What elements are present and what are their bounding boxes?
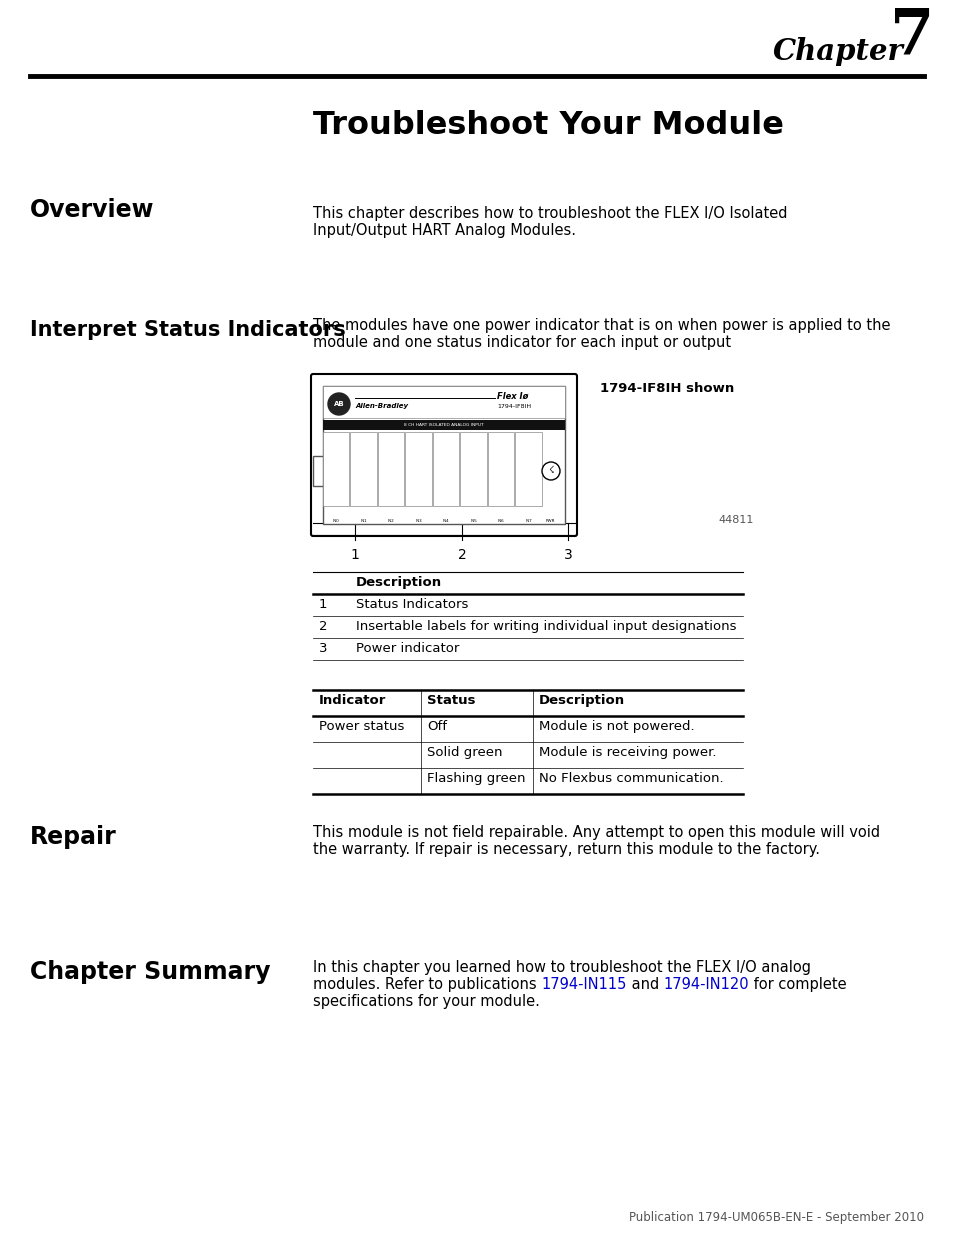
Text: Power indicator: Power indicator	[355, 642, 459, 655]
Text: 1: 1	[350, 548, 359, 562]
Text: Flashing green: Flashing green	[427, 772, 525, 785]
FancyBboxPatch shape	[311, 374, 577, 536]
Text: IN4: IN4	[442, 519, 449, 522]
Bar	[460, 432, 486, 506]
Text: AB: AB	[334, 401, 344, 408]
Text: the warranty. If repair is necessary, return this module to the factory.: the warranty. If repair is necessary, re…	[313, 842, 820, 857]
Text: Status Indicators: Status Indicators	[355, 598, 468, 611]
Text: The modules have one power indicator that is on when power is applied to the: The modules have one power indicator tha…	[313, 317, 889, 333]
Text: 2: 2	[318, 620, 327, 634]
Circle shape	[541, 462, 559, 480]
Text: module and one status indicator for each input or output: module and one status indicator for each…	[313, 335, 730, 350]
Bar	[323, 420, 564, 430]
Bar	[515, 432, 541, 506]
Circle shape	[328, 393, 350, 415]
Text: PWR: PWR	[545, 519, 555, 522]
Text: Indicator: Indicator	[318, 694, 386, 706]
Text: Description: Description	[538, 694, 624, 706]
Text: Interpret Status Indicators: Interpret Status Indicators	[30, 320, 345, 340]
Text: Solid green: Solid green	[427, 746, 502, 760]
Text: IN7: IN7	[525, 519, 532, 522]
Text: 1794-IF8IH shown: 1794-IF8IH shown	[599, 382, 734, 395]
Text: 8 CH HART ISOLATED ANALOG INPUT: 8 CH HART ISOLATED ANALOG INPUT	[404, 424, 483, 427]
Text: Input/Output HART Analog Modules.: Input/Output HART Analog Modules.	[313, 224, 576, 238]
Bar	[377, 432, 404, 506]
Text: and: and	[626, 977, 662, 992]
Text: IN3: IN3	[415, 519, 421, 522]
Text: 1: 1	[318, 598, 327, 611]
Text: 44811: 44811	[718, 515, 753, 525]
Text: Power status: Power status	[318, 720, 404, 734]
Bar	[323, 387, 564, 524]
Text: Off: Off	[427, 720, 447, 734]
Text: ☇: ☇	[548, 466, 554, 475]
Text: Chapter: Chapter	[772, 37, 902, 65]
Text: Overview: Overview	[30, 198, 154, 222]
Text: IN0: IN0	[333, 519, 339, 522]
Text: for complete: for complete	[748, 977, 846, 992]
Bar	[405, 432, 432, 506]
Bar	[350, 432, 376, 506]
Text: IN5: IN5	[470, 519, 476, 522]
Bar	[433, 432, 459, 506]
Text: specifications for your module.: specifications for your module.	[313, 994, 539, 1009]
Text: Allen-Bradley: Allen-Bradley	[355, 403, 408, 409]
Bar	[488, 432, 514, 506]
Text: Status: Status	[427, 694, 475, 706]
Text: modules. Refer to publications: modules. Refer to publications	[313, 977, 540, 992]
Text: 3: 3	[563, 548, 572, 562]
Text: Troubleshoot Your Module: Troubleshoot Your Module	[313, 110, 783, 141]
Text: This module is not field repairable. Any attempt to open this module will void: This module is not field repairable. Any…	[313, 825, 880, 840]
Bar	[323, 432, 349, 506]
Text: 7: 7	[889, 7, 933, 68]
Text: Publication 1794-UM065B-EN-E - September 2010: Publication 1794-UM065B-EN-E - September…	[628, 1210, 923, 1224]
Bar	[313, 456, 323, 487]
Text: IN6: IN6	[497, 519, 504, 522]
Text: Module is receiving power.: Module is receiving power.	[538, 746, 716, 760]
Text: Flex Iø: Flex Iø	[497, 391, 528, 400]
Text: 1794-IN115: 1794-IN115	[540, 977, 626, 992]
Text: 1794-IN120: 1794-IN120	[662, 977, 748, 992]
Text: No Flexbus communication.: No Flexbus communication.	[538, 772, 723, 785]
Text: Insertable labels for writing individual input designations: Insertable labels for writing individual…	[355, 620, 736, 634]
Text: Repair: Repair	[30, 825, 116, 848]
Text: IN2: IN2	[388, 519, 395, 522]
Text: 3: 3	[318, 642, 327, 655]
Text: Chapter Summary: Chapter Summary	[30, 960, 271, 984]
Bar	[323, 387, 564, 417]
Text: IN1: IN1	[360, 519, 367, 522]
Text: 2: 2	[457, 548, 466, 562]
Text: Module is not powered.: Module is not powered.	[538, 720, 694, 734]
Text: This chapter describes how to troubleshoot the FLEX I/O Isolated: This chapter describes how to troublesho…	[313, 206, 786, 221]
Text: 1794-IF8IH: 1794-IF8IH	[497, 404, 531, 409]
Text: In this chapter you learned how to troubleshoot the FLEX I/O analog: In this chapter you learned how to troub…	[313, 960, 810, 974]
Text: Description: Description	[355, 576, 441, 589]
